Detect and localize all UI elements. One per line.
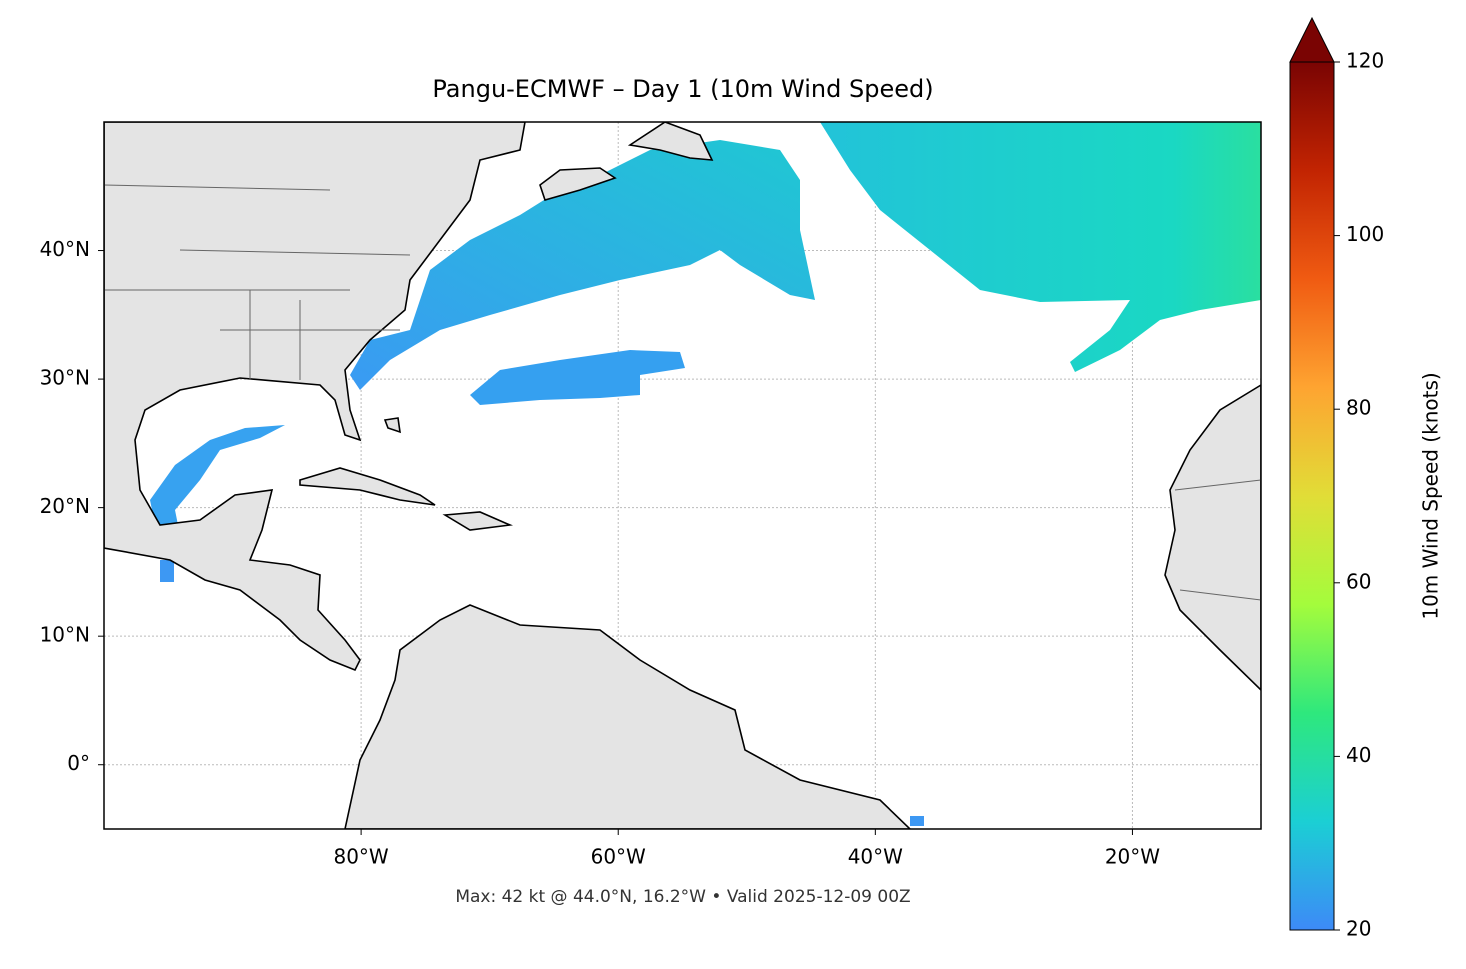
- colorbar-label: 10m Wind Speed (knots): [1419, 372, 1443, 619]
- colorbar: 20 40 60 80 100 120: [1289, 16, 1384, 941]
- map-frame: [103, 121, 1262, 830]
- colorbar-scale: [1289, 61, 1335, 931]
- y-tick-label: 0°: [67, 751, 90, 775]
- y-tick-label: 20°N: [40, 494, 90, 518]
- x-tick-label: 20°W: [1105, 845, 1160, 869]
- wind-swaths: [150, 122, 1261, 826]
- axis-ticks: 80°W 60°W 40°W 20°W 0° 10°N 20°N 30°N 40°N: [40, 237, 1161, 868]
- colorbar-tick-label: 120: [1346, 49, 1384, 73]
- colorbar-extension: [1289, 16, 1335, 63]
- y-tick-label: 30°N: [40, 366, 90, 390]
- chart-title: Pangu-ECMWF – Day 1 (10m Wind Speed): [432, 75, 933, 103]
- colorbar-tick-label: 80: [1346, 396, 1371, 420]
- colorbar-tick-label: 40: [1346, 743, 1371, 767]
- colorbar-tick-label: 100: [1346, 222, 1384, 246]
- x-tick-label: 80°W: [333, 845, 388, 869]
- x-tick-label: 60°W: [591, 845, 646, 869]
- map-area: [104, 122, 1261, 829]
- x-tick-label: 40°W: [848, 845, 903, 869]
- land: [104, 122, 1261, 829]
- colorbar-tick-label: 60: [1346, 569, 1371, 593]
- colorbar-tick-label: 20: [1346, 917, 1371, 941]
- y-tick-label: 10°N: [40, 623, 90, 647]
- annotation: Max: 42 kt @ 44.0°N, 16.2°W • Valid 2025…: [455, 887, 910, 907]
- y-tick-label: 40°N: [40, 237, 90, 261]
